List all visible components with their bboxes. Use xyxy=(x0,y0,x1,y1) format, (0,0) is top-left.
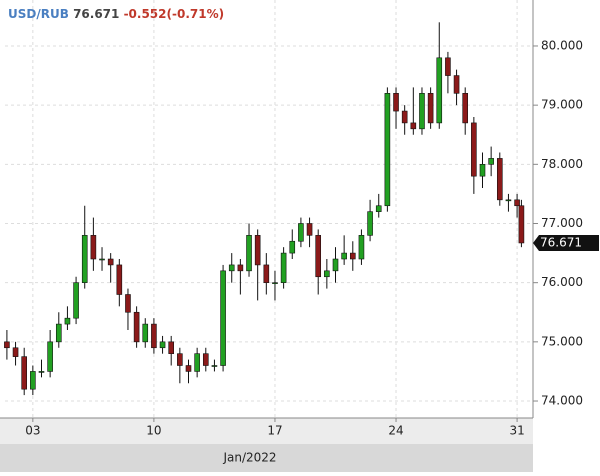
x-tick-label: 24 xyxy=(388,424,403,438)
candle-body xyxy=(81,235,88,283)
candle-body xyxy=(349,252,356,260)
candle-body xyxy=(142,323,149,343)
candle-body xyxy=(30,371,36,390)
candle-body xyxy=(453,75,460,94)
candle-body xyxy=(21,356,27,390)
candle-body xyxy=(168,341,174,354)
candle-body xyxy=(280,252,287,283)
candle-body xyxy=(445,57,451,76)
candle-body xyxy=(401,110,408,124)
price-tag xyxy=(533,234,599,251)
candle-body xyxy=(116,264,123,295)
candle-body xyxy=(384,93,391,207)
y-tick-label: 80.000 xyxy=(541,38,583,52)
price: 76.671 xyxy=(73,7,119,21)
candle-body xyxy=(38,371,45,373)
change: -0.552(-0.71%) xyxy=(124,7,225,21)
x-tick-label: 10 xyxy=(146,424,161,438)
x-tick-label: 17 xyxy=(267,424,282,438)
candle-body xyxy=(55,323,62,343)
candle-body xyxy=(410,122,417,130)
candle-body xyxy=(298,223,304,242)
candle-body xyxy=(90,235,97,260)
candle-body xyxy=(151,323,157,349)
candle-body xyxy=(254,235,261,266)
candle-body xyxy=(375,205,382,212)
candle-body xyxy=(220,270,226,366)
price-tag-label: 76.671 xyxy=(540,235,582,249)
candle-body xyxy=(228,264,235,272)
candle-body xyxy=(133,311,140,343)
candle-body xyxy=(479,164,486,177)
candle-body xyxy=(488,158,494,165)
candle-body xyxy=(107,258,114,266)
candle-body xyxy=(462,93,469,124)
y-tick-label: 76.000 xyxy=(541,275,583,289)
candle-body xyxy=(324,270,330,278)
candle-body xyxy=(194,353,200,372)
candle-body xyxy=(332,258,339,272)
candle-body xyxy=(99,258,105,261)
candle-body xyxy=(246,235,252,272)
candle-body xyxy=(436,57,443,124)
candle-body xyxy=(159,341,166,349)
candle-body xyxy=(237,264,244,272)
x-axis-label: Jan/2022 xyxy=(222,451,276,465)
x-label-band xyxy=(0,444,533,472)
candle-body xyxy=(419,93,425,130)
candle-body xyxy=(211,365,218,367)
header: USD/RUB 76.671 -0.552(-0.71%) xyxy=(8,7,224,21)
candle-body xyxy=(272,282,278,284)
candle-body xyxy=(518,205,525,244)
candle-body xyxy=(367,211,373,236)
candle-body xyxy=(505,199,512,202)
candle-body xyxy=(471,122,477,177)
candle-body xyxy=(315,235,322,278)
y-tick-label: 77.000 xyxy=(541,216,583,230)
candle-body xyxy=(306,223,313,236)
candle-body xyxy=(12,347,19,357)
symbol: USD/RUB xyxy=(8,7,69,21)
candle-body xyxy=(496,158,503,201)
candle-body xyxy=(73,282,79,319)
candle-body xyxy=(393,93,399,112)
candle-body xyxy=(185,365,192,372)
y-tick-label: 75.000 xyxy=(541,334,583,348)
x-tick-label: 31 xyxy=(509,424,524,438)
candle-body xyxy=(202,353,209,366)
y-tick-label: 79.000 xyxy=(541,98,583,112)
candle-body xyxy=(4,341,10,349)
y-tick-label: 78.000 xyxy=(541,157,583,171)
candle-body xyxy=(427,93,434,124)
candle-body xyxy=(358,235,365,260)
candle-body xyxy=(125,294,131,313)
x-tick-label: 03 xyxy=(25,424,40,438)
y-tick-label: 74.000 xyxy=(541,394,583,408)
candle-body xyxy=(514,199,520,207)
candle-body xyxy=(263,264,270,283)
candle-body xyxy=(341,252,347,260)
candle-body xyxy=(47,341,53,372)
candle-body xyxy=(64,317,71,325)
candle-body xyxy=(177,353,183,366)
candle-body xyxy=(289,240,296,254)
